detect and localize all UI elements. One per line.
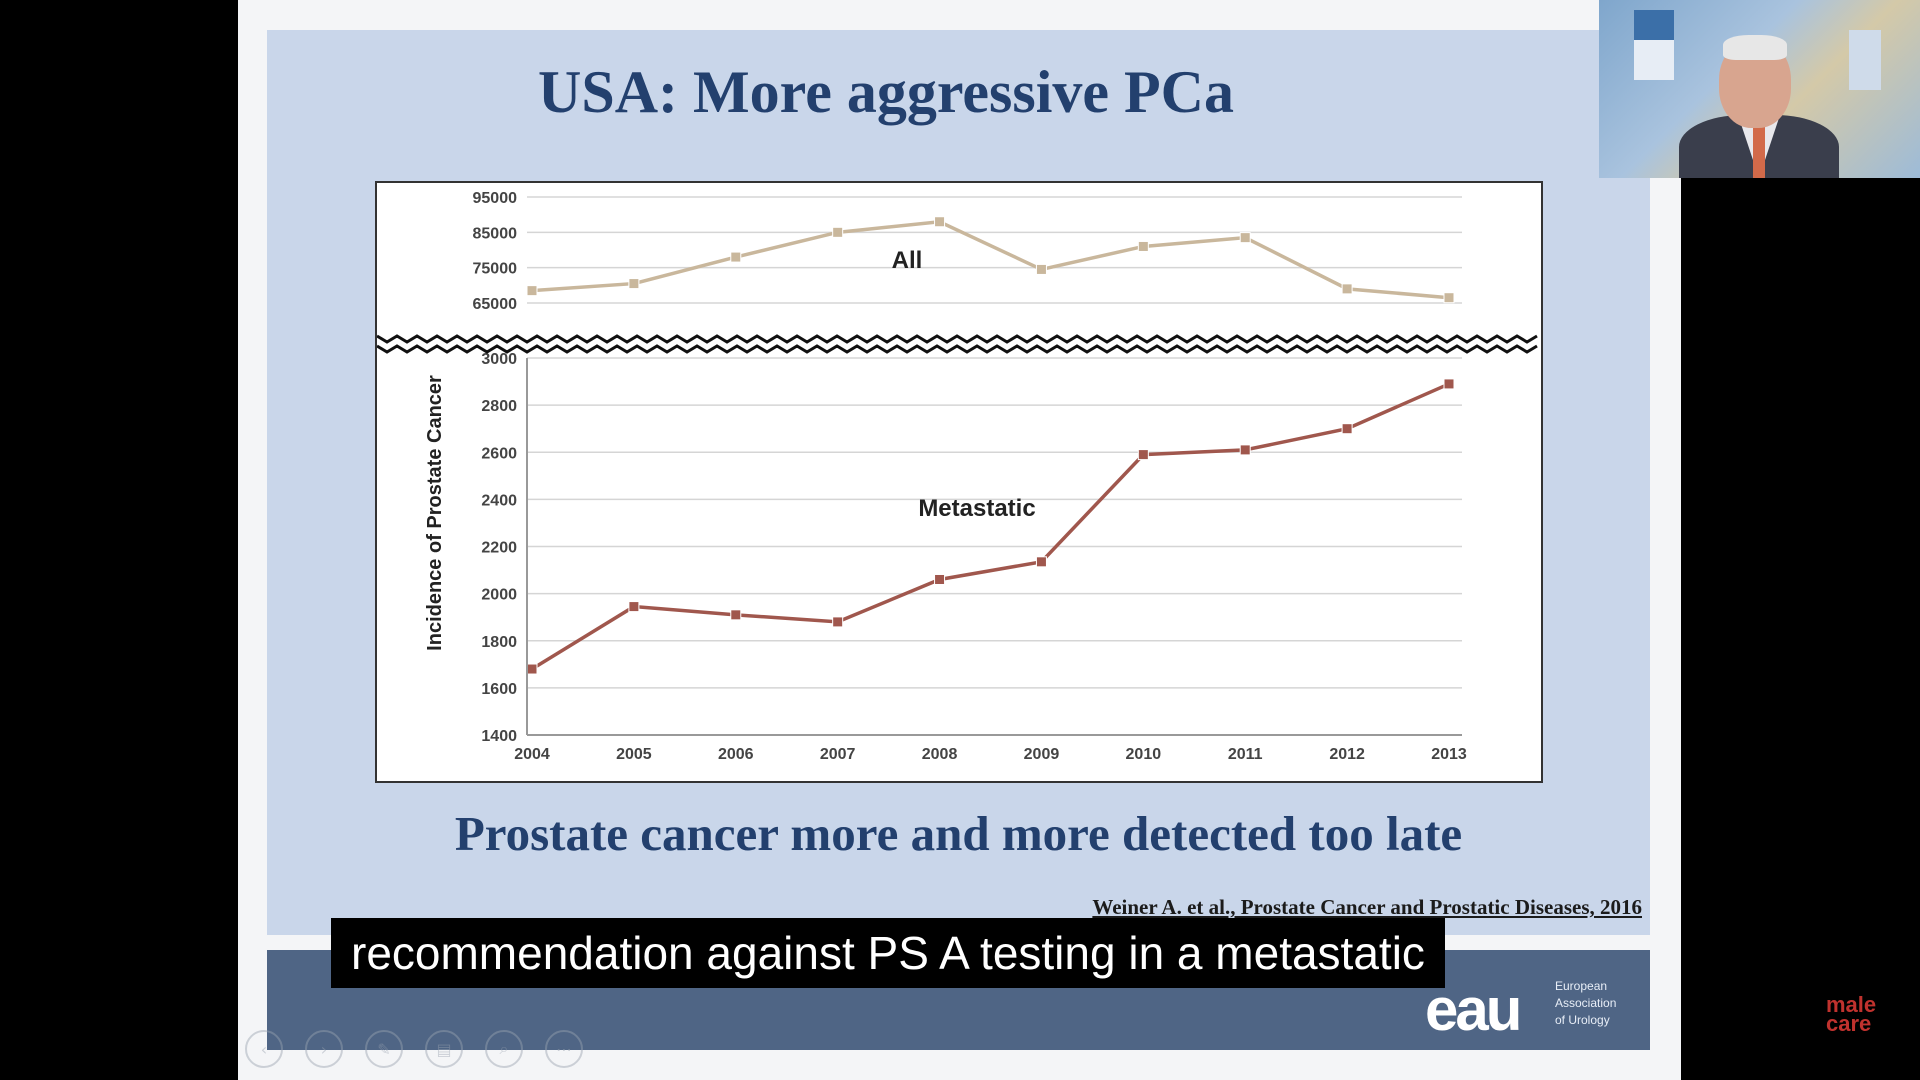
data-point (1443, 378, 1455, 390)
y-tick-label: 2000 (481, 587, 517, 604)
data-point (1035, 556, 1047, 568)
presentation-slide: USA: More aggressive PCa 95000 85000 75000… (267, 30, 1650, 935)
speaker-webcam (1599, 0, 1920, 178)
y-tick-label: 1400 (481, 728, 517, 745)
y-tick-label: 95000 (473, 190, 518, 207)
citation: Weiner A. et al., Prostate Cancer and Pr… (1092, 895, 1642, 919)
x-tick-label: 2008 (922, 746, 958, 763)
data-point (1137, 449, 1149, 461)
x-tick-label: 2007 (820, 746, 856, 763)
wall-poster (1634, 40, 1674, 80)
y-tick-label: 85000 (473, 225, 518, 242)
y-tick-label: 2800 (481, 398, 517, 415)
data-point (1341, 423, 1353, 435)
data-point (628, 601, 640, 613)
x-tick-label: 2011 (1228, 746, 1263, 763)
speaker-hair (1723, 35, 1787, 60)
org-line: of Urology (1555, 1013, 1610, 1027)
data-point (730, 609, 742, 621)
eau-org-name: European Association of Urology (1555, 978, 1616, 1029)
prev-icon[interactable]: ‹ (245, 1030, 283, 1068)
wall-poster (1849, 30, 1881, 90)
next-icon[interactable]: › (305, 1030, 343, 1068)
chart-svg: 95000 85000 75000 65000 3000 2800 2600 2400 2200… (377, 190, 1538, 763)
series-label-all: All (892, 247, 923, 274)
more-icon[interactable]: ⋯ (545, 1030, 583, 1068)
slides-icon[interactable]: ▤ (425, 1030, 463, 1068)
data-point (1239, 444, 1251, 456)
data-point (1035, 263, 1047, 275)
axis-break-zigzag (377, 334, 1538, 344)
x-tick-label: 2013 (1431, 746, 1467, 763)
data-point (832, 226, 844, 238)
incidence-chart: 95000 85000 75000 65000 3000 2800 2600 2400 2200… (375, 181, 1543, 783)
x-tick-label: 2005 (616, 746, 652, 763)
data-point (628, 278, 640, 290)
data-point (1443, 292, 1455, 304)
brand-line: male (1826, 992, 1877, 1017)
data-point (1341, 283, 1353, 295)
y-tick-label: 1800 (481, 634, 517, 651)
data-point (526, 285, 538, 297)
y-axis-title: Incidence of Prostate Cancer (424, 375, 446, 651)
slide-title: USA: More aggressive PCa (538, 59, 1234, 125)
x-tick-label: 2010 (1126, 746, 1162, 763)
y-tick-label: 2200 (481, 540, 517, 557)
x-tick-label: 2012 (1329, 746, 1365, 763)
series-line-all (531, 219, 1450, 300)
data-point (832, 616, 844, 628)
malecare-logo: male care (1826, 992, 1877, 1036)
y-tick-label: 65000 (473, 296, 518, 313)
series-line-metastatic (531, 382, 1450, 671)
org-line: European (1555, 979, 1608, 993)
data-point (1137, 240, 1149, 252)
data-point (934, 573, 946, 585)
data-point (730, 251, 742, 263)
org-line: Association (1555, 996, 1617, 1010)
zoom-icon[interactable]: ⌕ (485, 1030, 523, 1068)
data-point (934, 216, 946, 228)
axis-break-zigzag (377, 344, 1538, 354)
brand-line: care (1826, 1011, 1872, 1036)
y-tick-label: 2600 (481, 445, 517, 462)
speaker-tie (1753, 125, 1765, 178)
data-point (1239, 232, 1251, 244)
y-tick-label: 1600 (481, 681, 517, 698)
y-tick-label: 2400 (481, 492, 517, 509)
y-tick-label: 3000 (481, 351, 517, 368)
pen-icon[interactable]: ✎ (365, 1030, 403, 1068)
slide-subtitle: Prostate cancer more and more detected t… (454, 806, 1463, 861)
data-point (526, 663, 538, 675)
x-tick-label: 2009 (1024, 746, 1060, 763)
y-tick-label: 75000 (473, 261, 518, 278)
subtitle-caption: recommendation against PS A testing in a… (331, 918, 1445, 988)
x-tick-label: 2006 (718, 746, 754, 763)
x-tick-label: 2004 (514, 746, 550, 763)
series-label-metastatic: Metastatic (918, 495, 1035, 522)
presentation-toolbar: ‹ › ✎ ▤ ⌕ ⋯ (245, 1030, 583, 1068)
